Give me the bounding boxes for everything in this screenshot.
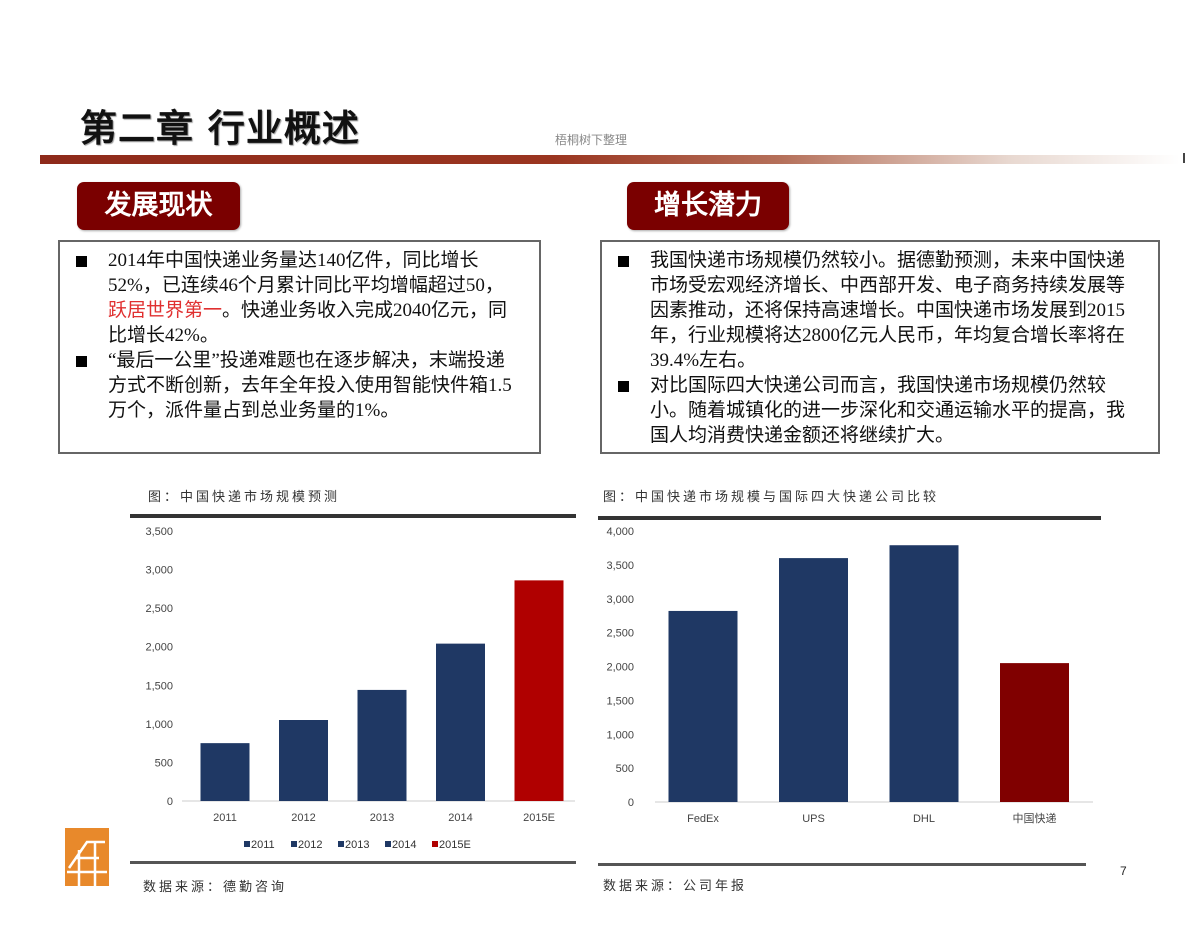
bullet-text: “最后一公里”投递难题也在逐步解决，末端投递方式不断创新，去年全年投入使用智能快… [108, 350, 512, 421]
bullet-text: 我国快递市场规模仍然较小。据德勤预测，未来中国快递市场受宏观经济增长、中西部开发… [650, 250, 1126, 371]
page-number: 7 [1120, 864, 1127, 878]
divider-tick [1183, 153, 1185, 163]
section-tag-status: 发展现状 [77, 182, 240, 230]
x-tick-label: UPS [802, 813, 825, 825]
y-tick-label: 2,500 [606, 628, 634, 640]
y-tick-label: 4,000 [606, 526, 634, 538]
bullet-text: 。快递业务收入完成2040亿元，同比增长42%。 [108, 300, 508, 346]
y-tick-label: 1,000 [145, 719, 173, 731]
x-tick-label: DHL [913, 813, 935, 825]
y-tick-label: 1,000 [606, 729, 634, 741]
y-tick-label: 0 [167, 796, 173, 808]
bullet-item: 2014年中国快递业务量达140亿件，同比增长52%，已连续46个月累计同比平均… [60, 248, 521, 348]
bullet-square-icon [76, 356, 87, 367]
x-tick-label: 2014 [448, 812, 472, 824]
bar [889, 545, 959, 802]
bullet-item: 我国快递市场规模仍然较小。据德勤预测，未来中国快递市场受宏观经济增长、中西部开发… [602, 248, 1142, 373]
section-tag-potential: 增长潜力 [627, 182, 789, 230]
y-tick-label: 500 [155, 757, 173, 769]
legend-swatch [338, 841, 344, 847]
y-tick-label: 1,500 [606, 695, 634, 707]
y-tick-label: 2,000 [606, 662, 634, 674]
company-logo [65, 828, 109, 886]
bullet-item: “最后一公里”投递难题也在逐步解决，末端投递方式不断创新，去年全年投入使用智能快… [60, 348, 521, 423]
bar [279, 720, 328, 801]
legend-label: 2011 [251, 839, 275, 851]
bullet-text: 对比国际四大快递公司而言，我国快递市场规模仍然较小。随着城镇化的进一步深化和交通… [650, 375, 1126, 446]
legend-label: 2013 [345, 839, 369, 851]
chart-source: 数据来源：德勤咨询 [143, 880, 288, 895]
legend-swatch [385, 841, 391, 847]
bullet-square-icon [76, 256, 87, 267]
status-text-box: 2014年中国快递业务量达140亿件，同比增长52%，已连续46个月累计同比平均… [58, 240, 541, 454]
legend-swatch [244, 841, 250, 847]
chart-top-rule [130, 514, 576, 518]
x-tick-label: 中国快递 [1013, 811, 1057, 825]
bar [668, 610, 738, 802]
bullet-square-icon [618, 381, 629, 392]
bar [436, 643, 485, 801]
x-tick-label: 2011 [213, 812, 237, 824]
y-tick-label: 3,500 [145, 526, 173, 538]
y-tick-label: 1,500 [145, 680, 173, 692]
legend-label: 2012 [298, 839, 322, 851]
bar [357, 689, 407, 801]
market-forecast-chart: 0 500 1,000 1,500 2,000 2,500 3,000 3,500 2011 20… [145, 526, 575, 851]
highlight-text: 跃居世界第一 [108, 300, 223, 321]
company-comparison-chart: 0 500 1,000 1,500 2,000 2,500 3,000 3,500 4,000 F… [606, 526, 1093, 825]
x-tick-label: 2013 [370, 812, 394, 824]
y-tick-label: 2,000 [145, 642, 173, 654]
y-tick-label: 0 [628, 797, 634, 809]
bar [200, 743, 250, 801]
y-tick-label: 3,000 [145, 565, 173, 577]
x-tick-label: 2012 [291, 812, 315, 824]
chart-bottom-rule [130, 861, 576, 864]
x-tick-label: 2015E [523, 812, 555, 824]
chart-bottom-rule [598, 863, 1086, 866]
bullet-square-icon [618, 256, 629, 267]
y-tick-label: 3,000 [606, 594, 634, 606]
chart-top-rule [598, 516, 1101, 520]
legend-swatch [291, 841, 297, 847]
legend-label: 2014 [392, 839, 416, 851]
chart-title: 图：中国快递市场规模预测 [148, 490, 341, 505]
bar [779, 558, 848, 802]
y-tick-label: 500 [616, 763, 634, 775]
page-title: 第二章 行业概述 [80, 107, 360, 150]
potential-text-box: 我国快递市场规模仍然较小。据德勤预测，未来中国快递市场受宏观经济增长、中西部开发… [600, 240, 1160, 454]
chart-source: 数据来源：公司年报 [603, 879, 748, 894]
bullet-text: 2014年中国快递业务量达140亿件，同比增长52%，已连续46个月累计同比平均… [108, 250, 504, 296]
legend-swatch [432, 841, 438, 847]
bullet-item: 对比国际四大快递公司而言，我国快递市场规模仍然较小。随着城镇化的进一步深化和交通… [602, 373, 1142, 448]
bar [1000, 663, 1069, 802]
x-tick-label: FedEx [687, 813, 719, 825]
bar [514, 580, 564, 801]
title-divider [40, 155, 1180, 164]
y-tick-label: 3,500 [606, 560, 634, 572]
chart-title: 图：中国快递市场规模与国际四大快递公司比较 [603, 490, 940, 505]
watermark-text: 梧桐树下整理 [555, 133, 628, 147]
y-tick-label: 2,500 [145, 603, 173, 615]
legend-label: 2015E [439, 839, 471, 851]
